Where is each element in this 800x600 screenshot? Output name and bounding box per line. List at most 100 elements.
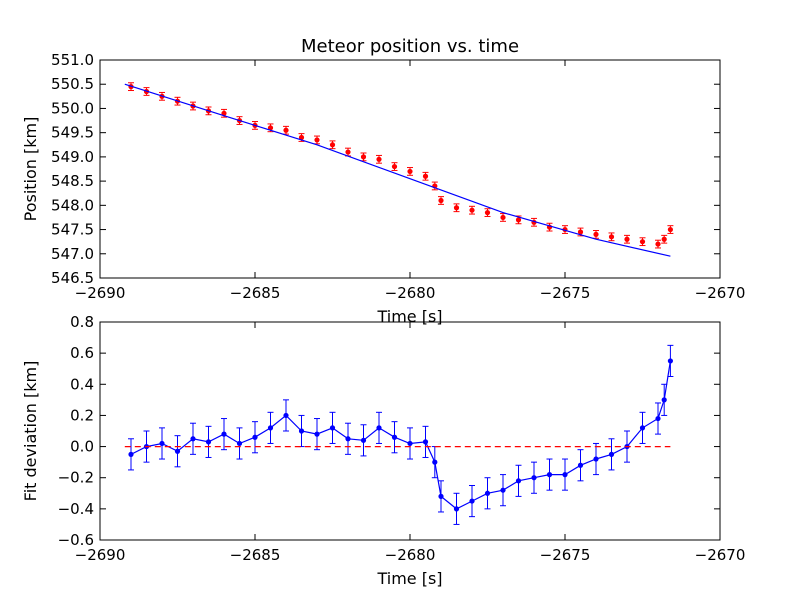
top-data-point xyxy=(221,110,227,116)
bottom-data-point xyxy=(577,462,584,468)
bottom-x-tick-label: −2680 xyxy=(385,546,436,564)
top-data-point xyxy=(360,154,367,160)
bottom-y-tick-label: 0.2 xyxy=(70,406,94,424)
bottom-data-point xyxy=(329,425,336,431)
top-panel: Meteor position vs. time −2690 −2685 −2680… xyxy=(21,36,745,326)
bottom-x-tick-label: −2690 xyxy=(75,546,126,564)
bottom-data-point xyxy=(267,425,274,431)
bottom-panel: −2690 −2685 −2680 −2675 −2670 −0.6 −0.4 −0.2 0.0… xyxy=(21,313,745,588)
top-data-point xyxy=(422,173,429,179)
top-data-point xyxy=(469,207,475,213)
top-axes: −2690 −2685 −2680 −2675 −2670 546.5 547.0 547.5… xyxy=(51,51,745,302)
bottom-data-point xyxy=(438,493,444,499)
bottom-data-point xyxy=(562,472,568,478)
top-x-tick-label: −2690 xyxy=(75,284,126,302)
top-data-marks xyxy=(124,82,674,257)
bottom-data-point xyxy=(593,456,599,462)
top-y-tick-label: 548.5 xyxy=(51,172,94,190)
bottom-data-marks xyxy=(124,344,674,525)
bottom-data-point xyxy=(391,434,398,440)
top-y-tick-label: 550.0 xyxy=(51,99,94,117)
bottom-data-point xyxy=(469,498,475,504)
bottom-data-point xyxy=(422,439,429,445)
bottom-x-axis-label: Time [s] xyxy=(376,569,442,588)
top-y-tick-label: 550.5 xyxy=(51,75,94,93)
top-x-axis-label: Time [s] xyxy=(376,307,442,326)
bottom-data-point xyxy=(345,436,351,442)
top-data-point xyxy=(515,217,522,223)
bottom-data-point xyxy=(432,459,438,465)
top-y-tick-label: 549.5 xyxy=(51,124,94,142)
top-data-point xyxy=(655,241,661,247)
top-data-point xyxy=(407,168,413,175)
top-data-point xyxy=(639,239,646,245)
top-chart-title: Meteor position vs. time xyxy=(301,36,519,57)
top-y-axis-label: Position [km] xyxy=(21,117,40,222)
top-y-tick-label: 549.0 xyxy=(51,148,94,166)
top-y-tick-label: 546.5 xyxy=(51,269,94,287)
bottom-y-axis-label: Fit deviation [km] xyxy=(21,361,40,502)
top-data-point xyxy=(376,156,382,162)
bottom-data-point xyxy=(667,358,674,364)
bottom-data-point xyxy=(608,451,615,457)
top-data-point xyxy=(267,125,274,131)
top-data-point xyxy=(667,226,674,233)
bottom-data-point xyxy=(655,415,661,422)
bottom-data-point xyxy=(515,478,522,484)
top-data-point xyxy=(298,134,305,141)
bottom-y-tick-label: 0.8 xyxy=(70,313,94,331)
top-y-tick-label: 551.0 xyxy=(51,51,94,69)
bottom-y-tick-label: 0.6 xyxy=(70,344,94,362)
top-data-point xyxy=(391,163,398,170)
bottom-series-0-line xyxy=(130,360,671,510)
bottom-data-point xyxy=(453,506,460,512)
bottom-data-point xyxy=(159,440,165,447)
bottom-data-point xyxy=(639,425,646,431)
bottom-data-point xyxy=(221,431,227,437)
top-x-tick-label: −2670 xyxy=(695,284,746,302)
bottom-data-point xyxy=(174,448,181,454)
bottom-y-tick-label: −0.2 xyxy=(58,469,94,487)
bottom-data-point xyxy=(376,425,382,431)
top-data-point xyxy=(314,137,320,143)
bottom-x-tick-label: −2670 xyxy=(695,546,746,564)
top-y-tick-label: 547.0 xyxy=(51,245,94,263)
top-data-point xyxy=(500,214,506,221)
bottom-x-tick-label: −2675 xyxy=(540,546,591,564)
top-data-point xyxy=(345,149,351,155)
top-data-point xyxy=(453,205,460,211)
top-data-point xyxy=(577,229,584,235)
top-x-tick-label: −2675 xyxy=(540,284,591,302)
bottom-y-tick-label: 0.0 xyxy=(70,438,94,456)
bottom-data-point xyxy=(484,490,491,496)
top-x-tick-label: −2685 xyxy=(230,284,281,302)
bottom-data-point xyxy=(531,475,537,481)
bottom-data-point xyxy=(236,440,243,447)
bottom-x-tick-label: −2685 xyxy=(230,546,281,564)
top-series-1-line xyxy=(124,83,671,257)
bottom-axes: −2690 −2685 −2680 −2675 −2670 −0.6 −0.4 −0.2 0.0… xyxy=(58,313,746,564)
bottom-data-point xyxy=(205,439,212,445)
bottom-data-point xyxy=(314,431,320,437)
top-x-tick-label: −2680 xyxy=(385,284,436,302)
top-data-point xyxy=(484,210,491,216)
bottom-data-point xyxy=(360,437,367,443)
bottom-data-point xyxy=(283,412,289,419)
bottom-y-tick-label: 0.4 xyxy=(70,375,94,393)
bottom-data-point xyxy=(252,434,258,440)
bottom-y-tick-label: −0.6 xyxy=(58,531,94,549)
bottom-y-tick-label: −0.4 xyxy=(58,500,94,518)
bottom-data-point xyxy=(128,451,134,457)
bottom-data-point xyxy=(546,472,553,478)
top-y-tick-label: 547.5 xyxy=(51,221,94,239)
top-data-point xyxy=(329,142,336,148)
top-data-point xyxy=(624,236,630,242)
bottom-data-point xyxy=(500,487,506,493)
top-data-point xyxy=(661,236,667,242)
top-data-point xyxy=(593,231,599,237)
bottom-data-point xyxy=(298,428,305,434)
bottom-data-point xyxy=(190,436,196,442)
top-y-tick-label: 548.0 xyxy=(51,196,94,214)
